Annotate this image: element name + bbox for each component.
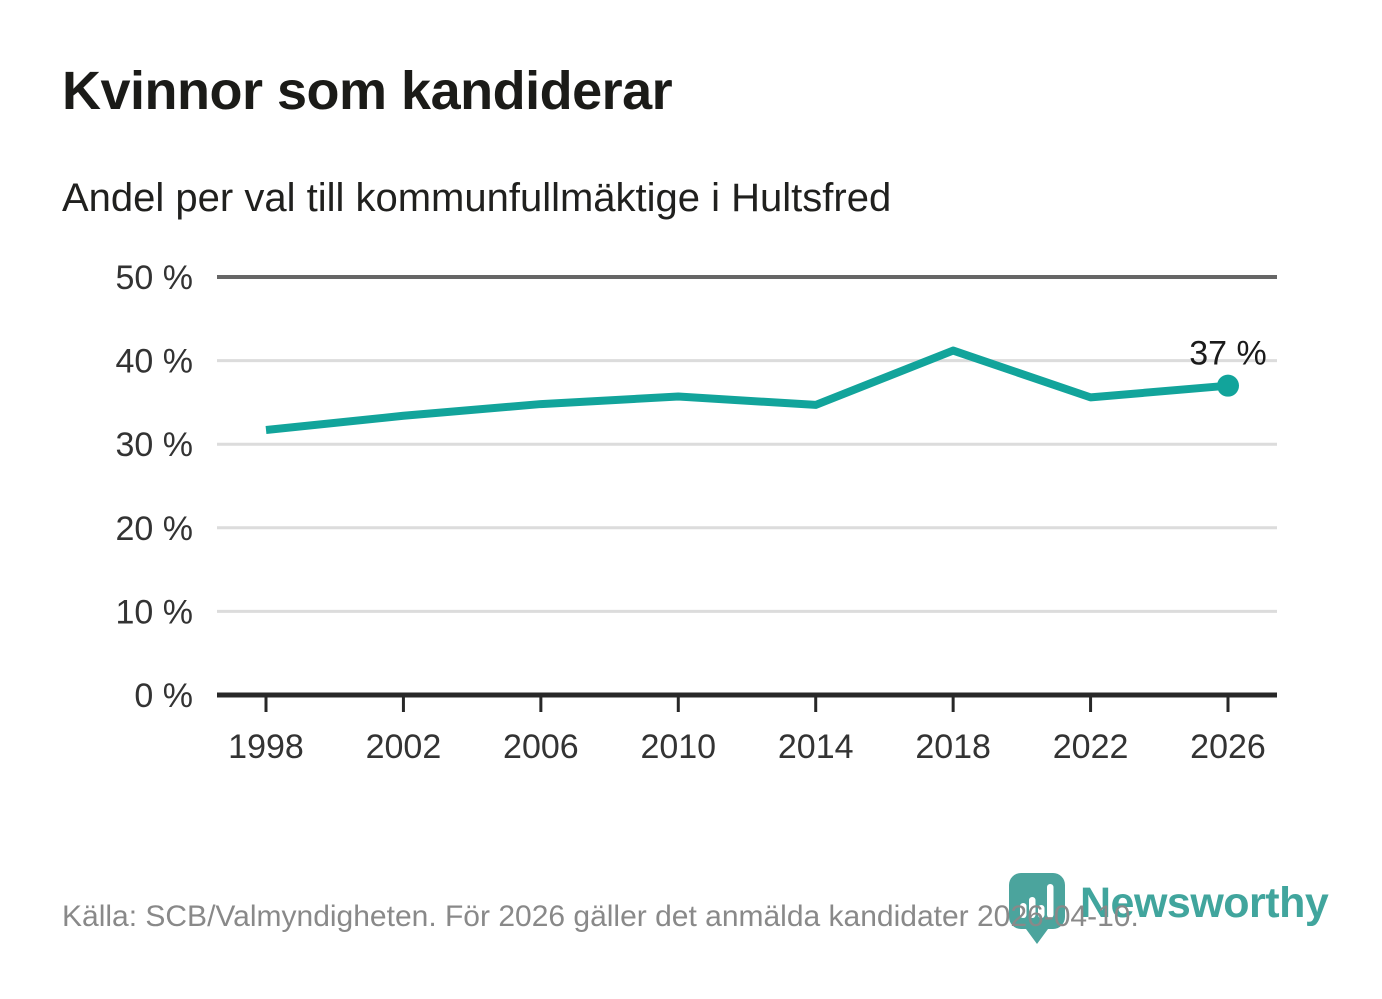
source-note: Källa: SCB/Valmyndigheten. För 2026 gäll…	[62, 900, 1139, 933]
last-value-label: 37 %	[1189, 335, 1267, 373]
x-tick-label: 2010	[640, 728, 716, 766]
last-point-marker	[1217, 374, 1239, 397]
y-tick-label: 50 %	[116, 259, 194, 297]
x-tick-label: 2018	[915, 728, 991, 766]
y-tick-label: 0 %	[134, 677, 193, 715]
x-tick-label: 2022	[1053, 728, 1129, 766]
x-tick-label: 2014	[778, 728, 854, 766]
line-chart: 0 % 10 % 20 % 30 % 40 % 50 % 1998 2002 2006 2010 2…	[116, 259, 1277, 766]
newsworthy-logo: Newsworthy	[1008, 872, 1329, 946]
x-tick-label: 2006	[503, 728, 579, 766]
y-tick-label: 20 %	[116, 510, 194, 548]
chart-subtitle: Andel per val till kommunfullmäktige i H…	[62, 176, 892, 220]
y-tick-label: 30 %	[116, 426, 194, 464]
newsworthy-wordmark: Newsworthy	[1080, 879, 1329, 927]
y-tick-label: 10 %	[116, 593, 194, 631]
x-tick-label: 2026	[1190, 728, 1266, 766]
x-tick-label: 1998	[228, 728, 304, 766]
x-tick-label: 2002	[366, 728, 442, 766]
data-line	[265, 346, 1229, 434]
newsworthy-pin-icon	[1009, 873, 1065, 944]
y-tick-label: 40 %	[116, 343, 194, 381]
chart-title: Kvinnor som kandiderar	[62, 61, 673, 121]
